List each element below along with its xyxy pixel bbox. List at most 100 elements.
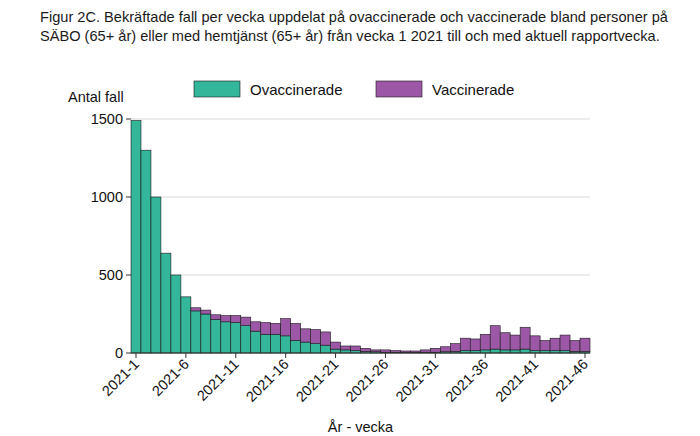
y-tick — [126, 275, 131, 276]
bar — [191, 311, 201, 353]
bar — [410, 351, 420, 353]
x-tick-label: 2021-36 — [442, 356, 491, 405]
chart-svg: 050010001500Antal fall2021-12021-62021-1… — [0, 0, 700, 436]
y-tick — [126, 197, 131, 198]
bar — [251, 322, 261, 331]
bar — [420, 350, 430, 352]
x-tick — [385, 353, 386, 358]
bar — [500, 333, 510, 350]
x-tick — [285, 353, 286, 358]
y-tick-label: 0 — [115, 345, 123, 361]
bar — [231, 323, 241, 353]
bar — [221, 316, 231, 322]
bar — [361, 348, 371, 351]
bar — [261, 334, 271, 353]
bar — [291, 341, 301, 353]
bar — [321, 345, 331, 353]
grid-line — [131, 119, 590, 120]
y-tick-label: 1000 — [91, 189, 123, 205]
bar — [540, 341, 550, 351]
x-tick-label: 2021-16 — [243, 356, 292, 405]
x-axis-line — [131, 353, 590, 354]
x-tick-label: 2021-11 — [194, 356, 242, 404]
bar — [490, 349, 500, 353]
x-tick-label: 2021-1 — [99, 356, 142, 399]
bar — [201, 310, 211, 314]
bar — [161, 253, 171, 254]
legend-label: Ovaccinerade — [250, 81, 343, 98]
x-tick — [335, 353, 336, 358]
bar — [490, 326, 500, 349]
bar — [191, 308, 201, 311]
x-tick-label: 2021-21 — [293, 356, 342, 405]
bar — [231, 316, 241, 323]
bar — [141, 150, 151, 353]
bar — [131, 121, 141, 353]
x-tick-label: 2021-26 — [343, 356, 392, 405]
x-tick-label: 2021-41 — [492, 356, 541, 405]
bar — [281, 336, 291, 353]
bar — [271, 334, 281, 353]
bar — [271, 323, 281, 334]
bar — [221, 322, 231, 353]
bar — [460, 338, 470, 350]
chart-root: Figur 2C. Bekräftade fall per vecka uppd… — [0, 0, 700, 436]
x-tick — [235, 353, 236, 358]
y-axis-label: Antal fall — [68, 89, 124, 105]
bar — [211, 319, 221, 353]
chart-title: Figur 2C. Bekräftade fall per vecka uppd… — [40, 8, 680, 46]
y-tick-label: 1500 — [91, 111, 123, 127]
legend-swatch — [194, 81, 240, 97]
bar — [261, 323, 271, 335]
bar — [470, 339, 480, 351]
bar — [430, 348, 440, 352]
bar — [181, 297, 191, 353]
x-tick — [185, 353, 186, 358]
bar — [181, 296, 191, 297]
bar — [331, 342, 341, 349]
bar — [570, 341, 580, 352]
x-axis-label: År - vecka — [328, 419, 394, 435]
bar — [201, 314, 211, 353]
bar — [440, 347, 450, 352]
bar — [370, 350, 380, 352]
bar — [131, 120, 141, 121]
bar — [171, 275, 181, 353]
bar — [510, 335, 520, 350]
grid-line — [131, 275, 590, 276]
bar — [281, 319, 291, 336]
x-tick-label: 2021-6 — [149, 356, 192, 399]
y-tick — [126, 353, 131, 354]
x-tick-label: 2021-31 — [393, 356, 442, 405]
bar — [530, 336, 540, 351]
bar — [321, 332, 331, 345]
bar — [211, 315, 221, 320]
bar — [550, 338, 560, 350]
bar — [241, 326, 251, 353]
grid-line — [131, 197, 590, 198]
y-tick — [126, 119, 131, 120]
bar — [580, 338, 590, 351]
bar — [400, 351, 410, 353]
y-tick-label: 500 — [99, 267, 123, 283]
bar — [161, 253, 171, 353]
bar — [380, 350, 390, 352]
x-tick — [535, 353, 536, 358]
x-tick-label: 2021-46 — [542, 356, 591, 405]
bar — [291, 323, 301, 340]
bar — [450, 344, 460, 352]
bar — [141, 150, 151, 151]
bar — [560, 335, 570, 351]
grid-line — [131, 353, 590, 354]
x-tick — [585, 353, 586, 358]
bar — [311, 344, 321, 353]
bar — [301, 342, 311, 353]
bar — [311, 330, 321, 344]
legend-label: Vaccinerade — [432, 81, 514, 98]
x-tick — [485, 353, 486, 358]
bar — [171, 275, 181, 276]
x-tick — [135, 353, 136, 358]
bar — [151, 197, 161, 353]
bar — [341, 346, 351, 350]
bar — [520, 349, 530, 353]
